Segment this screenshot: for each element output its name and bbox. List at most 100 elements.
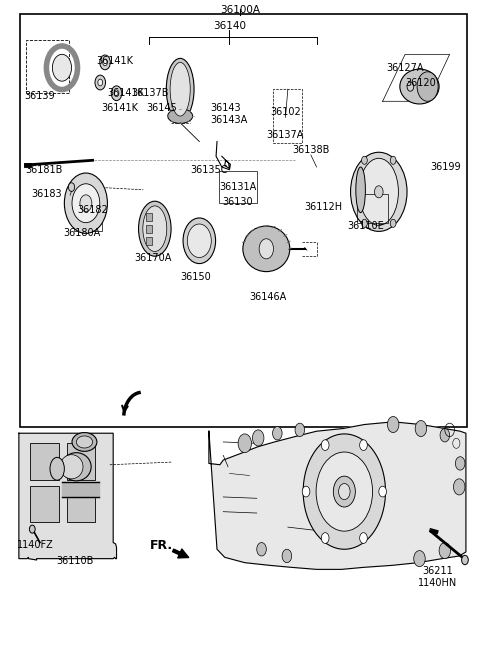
Circle shape xyxy=(111,86,122,101)
Text: 36150: 36150 xyxy=(180,272,211,282)
Ellipse shape xyxy=(359,159,398,225)
Circle shape xyxy=(338,484,350,499)
Ellipse shape xyxy=(417,72,438,101)
Circle shape xyxy=(360,439,367,450)
Ellipse shape xyxy=(143,206,167,251)
Text: 36143: 36143 xyxy=(210,103,241,113)
Circle shape xyxy=(462,555,468,564)
Circle shape xyxy=(238,434,252,453)
Circle shape xyxy=(316,452,372,531)
Text: 36141K: 36141K xyxy=(96,56,133,66)
Circle shape xyxy=(103,59,108,66)
Text: 36181B: 36181B xyxy=(25,165,62,175)
Bar xyxy=(74,196,102,231)
Circle shape xyxy=(322,533,329,544)
Text: 36143A: 36143A xyxy=(210,115,248,125)
Bar xyxy=(146,224,152,233)
Circle shape xyxy=(414,550,425,566)
Polygon shape xyxy=(209,422,466,569)
Circle shape xyxy=(454,479,465,495)
Circle shape xyxy=(259,239,274,259)
Text: 36110B: 36110B xyxy=(56,556,94,566)
Text: 36130: 36130 xyxy=(223,197,253,207)
Text: 36131A: 36131A xyxy=(219,182,257,192)
Ellipse shape xyxy=(400,69,439,104)
Circle shape xyxy=(322,439,329,450)
Bar xyxy=(146,237,152,245)
Circle shape xyxy=(374,185,383,198)
Text: 36137B: 36137B xyxy=(132,88,169,98)
Text: 36183: 36183 xyxy=(31,189,61,199)
Bar xyxy=(146,212,152,220)
Ellipse shape xyxy=(139,201,171,256)
Text: 36199: 36199 xyxy=(431,162,461,172)
Text: 36138B: 36138B xyxy=(292,144,330,155)
Circle shape xyxy=(64,173,108,233)
Bar xyxy=(273,89,302,143)
Bar xyxy=(30,486,59,522)
Circle shape xyxy=(257,542,266,556)
Text: 36110E: 36110E xyxy=(347,221,384,231)
Circle shape xyxy=(407,82,414,91)
Text: 36180A: 36180A xyxy=(63,228,101,238)
Ellipse shape xyxy=(50,458,64,480)
FancyArrowPatch shape xyxy=(172,549,189,558)
Circle shape xyxy=(350,153,407,231)
Ellipse shape xyxy=(76,436,93,448)
Circle shape xyxy=(390,219,396,227)
Circle shape xyxy=(98,79,103,86)
Bar xyxy=(67,444,96,480)
Text: FR.: FR. xyxy=(149,539,173,552)
Text: 36170A: 36170A xyxy=(134,253,171,263)
Text: 36127A: 36127A xyxy=(386,62,424,73)
Circle shape xyxy=(379,487,386,497)
Text: 36145: 36145 xyxy=(146,103,177,113)
Circle shape xyxy=(72,183,100,222)
Text: 1140FZ: 1140FZ xyxy=(17,540,54,550)
Circle shape xyxy=(52,54,72,81)
Bar xyxy=(30,444,59,480)
Ellipse shape xyxy=(61,453,91,481)
Text: 36120: 36120 xyxy=(406,77,436,87)
Circle shape xyxy=(303,434,385,549)
Circle shape xyxy=(333,476,355,507)
Ellipse shape xyxy=(168,109,192,124)
Text: 36112H: 36112H xyxy=(305,202,343,212)
Circle shape xyxy=(100,55,110,70)
Circle shape xyxy=(360,533,367,544)
Circle shape xyxy=(114,90,119,97)
Bar xyxy=(20,14,468,427)
Circle shape xyxy=(302,487,310,497)
Text: 36100A: 36100A xyxy=(220,5,260,15)
Text: 36135C: 36135C xyxy=(190,165,228,175)
Circle shape xyxy=(361,219,367,227)
Text: 36146A: 36146A xyxy=(249,292,287,302)
Circle shape xyxy=(273,427,282,440)
Bar xyxy=(25,40,69,93)
Ellipse shape xyxy=(243,226,290,271)
Circle shape xyxy=(95,75,106,90)
Ellipse shape xyxy=(356,167,365,212)
Circle shape xyxy=(80,195,92,212)
Ellipse shape xyxy=(187,224,211,257)
Circle shape xyxy=(390,157,396,165)
Text: 1140HN: 1140HN xyxy=(418,578,457,588)
Text: 36102: 36102 xyxy=(270,107,301,117)
Ellipse shape xyxy=(170,62,190,116)
Text: 36139: 36139 xyxy=(24,91,55,101)
Ellipse shape xyxy=(183,218,216,263)
Bar xyxy=(357,194,388,223)
Circle shape xyxy=(282,549,292,562)
Circle shape xyxy=(415,421,427,437)
Circle shape xyxy=(29,525,35,533)
Ellipse shape xyxy=(60,455,83,479)
Circle shape xyxy=(69,183,74,192)
Circle shape xyxy=(440,429,450,442)
Circle shape xyxy=(295,423,305,437)
Circle shape xyxy=(439,542,451,558)
Ellipse shape xyxy=(166,58,194,120)
Circle shape xyxy=(252,430,264,446)
Polygon shape xyxy=(19,433,117,560)
Circle shape xyxy=(456,457,465,470)
Bar xyxy=(219,171,257,203)
